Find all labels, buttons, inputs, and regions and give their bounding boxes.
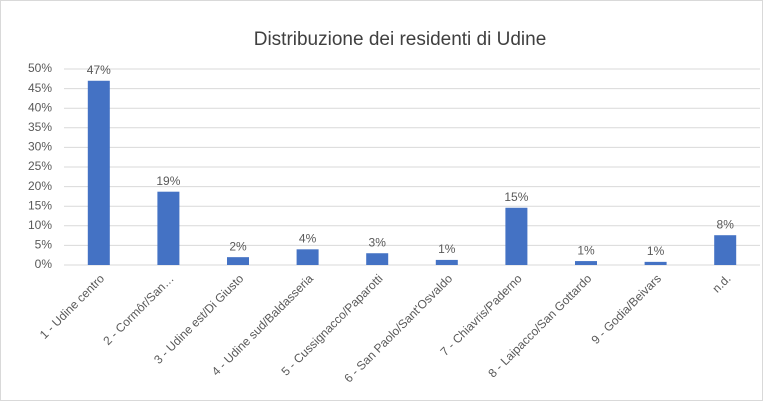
y-tick-label: 0%	[35, 257, 53, 271]
value-label: 2%	[229, 239, 247, 253]
value-label: 15%	[504, 190, 528, 204]
value-label: 1%	[647, 244, 665, 258]
bar	[366, 253, 389, 265]
bar	[157, 191, 180, 265]
y-tick-label: 10%	[28, 218, 52, 232]
bar	[296, 249, 319, 265]
y-tick-label: 30%	[28, 140, 52, 154]
bar	[435, 259, 458, 265]
y-tick-label: 20%	[28, 179, 52, 193]
chart-title: Distribuzione dei residenti di Udine	[254, 29, 547, 50]
y-tick-label: 50%	[28, 61, 52, 75]
y-tick-label: 5%	[35, 238, 53, 252]
bar	[714, 235, 737, 265]
bar	[87, 80, 110, 265]
value-label: 1%	[438, 242, 456, 256]
value-label: 3%	[369, 235, 387, 249]
value-label: 1%	[577, 243, 595, 257]
value-label: 19%	[156, 174, 180, 188]
bar	[505, 207, 528, 265]
value-label: 4%	[299, 231, 317, 245]
y-tick-label: 25%	[28, 159, 52, 173]
y-tick-label: 40%	[28, 100, 52, 114]
y-tick-label: 15%	[28, 198, 52, 212]
value-label: 8%	[717, 217, 735, 231]
bar	[644, 261, 667, 265]
bar	[227, 257, 249, 265]
y-tick-label: 35%	[28, 120, 52, 134]
y-tick-label: 45%	[28, 81, 52, 95]
value-label: 47%	[87, 63, 111, 77]
bar	[575, 261, 597, 265]
